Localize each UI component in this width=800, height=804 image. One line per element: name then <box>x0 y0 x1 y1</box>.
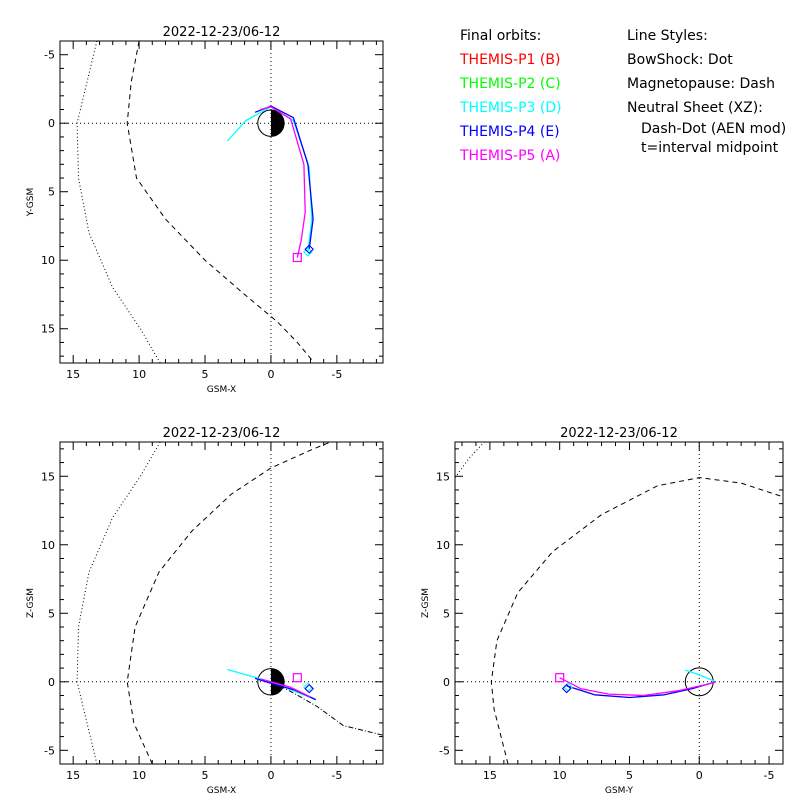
legend-probe-p4: THEMIS-P4 (E) <box>460 124 560 140</box>
plot-xz: 2022-12-23/06-12 GSM-X Z-GSM 15 10 5 0 -5 -5 0 5 10… <box>26 426 384 796</box>
x-tick-label-xz: 5 <box>202 769 209 782</box>
earth-night-side-xy <box>270 110 285 137</box>
plot-frame-yz <box>454 441 784 765</box>
x-axis-label-xz: GSM-X <box>207 786 236 796</box>
legend-panel: Final orbits: THEMIS-P1 (B) THEMIS-P2 (C… <box>460 24 800 184</box>
legend-probe-p3: THEMIS-P3 (D) <box>460 100 562 116</box>
x-tick-label-yz: 5 <box>626 769 633 782</box>
orbit-line-xy-0 <box>226 106 313 253</box>
orbit-end-marker-diamond-xy-1 <box>303 247 313 257</box>
x-axis-label-yz: GSM-Y <box>605 786 634 796</box>
plot-frame-xz <box>59 441 384 765</box>
y-tick-label-xy: -5 <box>44 49 55 62</box>
x-tick-label-xz: 0 <box>267 769 274 782</box>
orbit-line-yz-0 <box>685 669 717 683</box>
orbit-end-marker-square-yz <box>555 673 565 683</box>
plot-title-yz: 2022-12-23/06-12 <box>560 426 678 441</box>
line-styles-legend: Line Styles: BowShock: Dot Magnetopause:… <box>627 24 786 158</box>
plot-xy: 2022-12-23/06-12 GSM-X Y-GSM 15 10 5 0 -5 -5 0 5 10… <box>26 25 384 395</box>
earth-circle-xz <box>257 668 285 696</box>
y-tick-label-yz: 5 <box>443 607 450 620</box>
x-tick-label-xz: 10 <box>132 769 146 782</box>
magnetopause-line-xy <box>126 41 315 363</box>
y-tick-label-xy: 0 <box>48 117 55 130</box>
neutral-sheet-line-xz <box>270 681 383 736</box>
plot-area-yz <box>455 442 783 764</box>
orbit-line-xy-2 <box>260 106 306 258</box>
orbit-end-marker-diamond-xz-2 <box>304 683 314 694</box>
orbit-end-marker-diamond-xz-1 <box>303 682 313 693</box>
x-tick-label-xy: 0 <box>267 368 274 381</box>
y-tick-label-yz: -5 <box>439 744 450 757</box>
y-tick-label-xy: 10 <box>41 254 55 267</box>
plot-yz: 2022-12-23/06-12 GSM-Y Z-GSM 15 10 5 0 -5 -5 0 5 10… <box>421 426 784 796</box>
bowshock-style-label: BowShock: Dot <box>627 52 733 68</box>
y-axis-label-xz: Z-GSM <box>26 588 36 618</box>
y-tick-label-xy: 5 <box>48 186 55 199</box>
plot-title-xz: 2022-12-23/06-12 <box>163 426 281 441</box>
x-tick-label-yz: 10 <box>553 769 567 782</box>
x-tick-label-xz: -5 <box>331 769 342 782</box>
line-styles-header: Line Styles: <box>627 28 708 44</box>
y-tick-label-xz: -5 <box>44 744 55 757</box>
y-tick-label-yz: 15 <box>436 470 450 483</box>
x-tick-label-xy: 5 <box>202 368 209 381</box>
final-orbits-header: Final orbits: <box>460 28 542 44</box>
orbit-line-yz-2 <box>559 677 717 697</box>
legend-probe-p2: THEMIS-P2 (C) <box>460 76 561 92</box>
plot-title-xy: 2022-12-23/06-12 <box>163 25 281 40</box>
bowshock-line-xz <box>76 442 161 764</box>
magnetopause-style-label: Magnetopause: Dash <box>627 76 776 92</box>
y-axis-label-xy: Y-GSM <box>26 188 36 217</box>
plot-area-xy <box>60 41 383 363</box>
orbit-line-xz-2 <box>260 678 311 698</box>
y-tick-label-xz: 10 <box>41 539 55 552</box>
x-tick-label-yz: -5 <box>764 769 775 782</box>
earth-circle-yz <box>684 667 714 697</box>
earth-circle-xy <box>257 109 285 137</box>
y-tick-label-yz: 0 <box>443 676 450 689</box>
y-tick-label-xz: 0 <box>48 676 55 689</box>
plot-frame-xy <box>59 40 384 364</box>
neutral-sheet-style-label: Neutral Sheet (XZ): <box>627 100 763 116</box>
magnetopause-line-xz <box>126 442 331 764</box>
bowshock-line-xy <box>76 41 161 363</box>
orbit-line-yz-1 <box>566 681 717 699</box>
orbit-end-marker-square-xz <box>292 673 302 683</box>
x-axis-label-xy: GSM-X <box>207 385 236 395</box>
plot-area-xz <box>60 442 383 764</box>
y-tick-label-yz: 10 <box>436 539 450 552</box>
orbit-end-marker-diamond-yz-2 <box>561 683 572 694</box>
x-tick-label-xy: -5 <box>331 368 342 381</box>
y-tick-label-xz: 5 <box>48 607 55 620</box>
final-orbits-legend: Final orbits: THEMIS-P1 (B) THEMIS-P2 (C… <box>460 24 562 168</box>
y-tick-label-xz: 15 <box>41 470 55 483</box>
y-axis-label-yz: Z-GSM <box>421 588 431 618</box>
x-tick-label-xy: 10 <box>132 368 146 381</box>
x-tick-label-xy: 15 <box>66 368 80 381</box>
orbit-end-marker-square-xy <box>292 252 302 263</box>
x-tick-label-xz: 15 <box>66 769 80 782</box>
magnetopause-line-yz <box>490 477 783 764</box>
orbit-end-marker-diamond-xy-2 <box>304 244 314 255</box>
neutral-sheet-time-label: t=interval midpoint <box>641 140 779 156</box>
neutral-sheet-model-label: Dash-Dot (AEN mod) <box>641 121 787 137</box>
legend-probe-p5: THEMIS-P5 (A) <box>460 148 561 164</box>
x-tick-label-yz: 0 <box>696 769 703 782</box>
earth-night-side-xz <box>270 668 285 695</box>
y-tick-label-xy: 15 <box>41 323 55 336</box>
x-tick-label-yz: 15 <box>483 769 497 782</box>
bowshock-line-yz <box>455 442 485 478</box>
legend-probe-p1: THEMIS-P1 (B) <box>460 52 561 68</box>
